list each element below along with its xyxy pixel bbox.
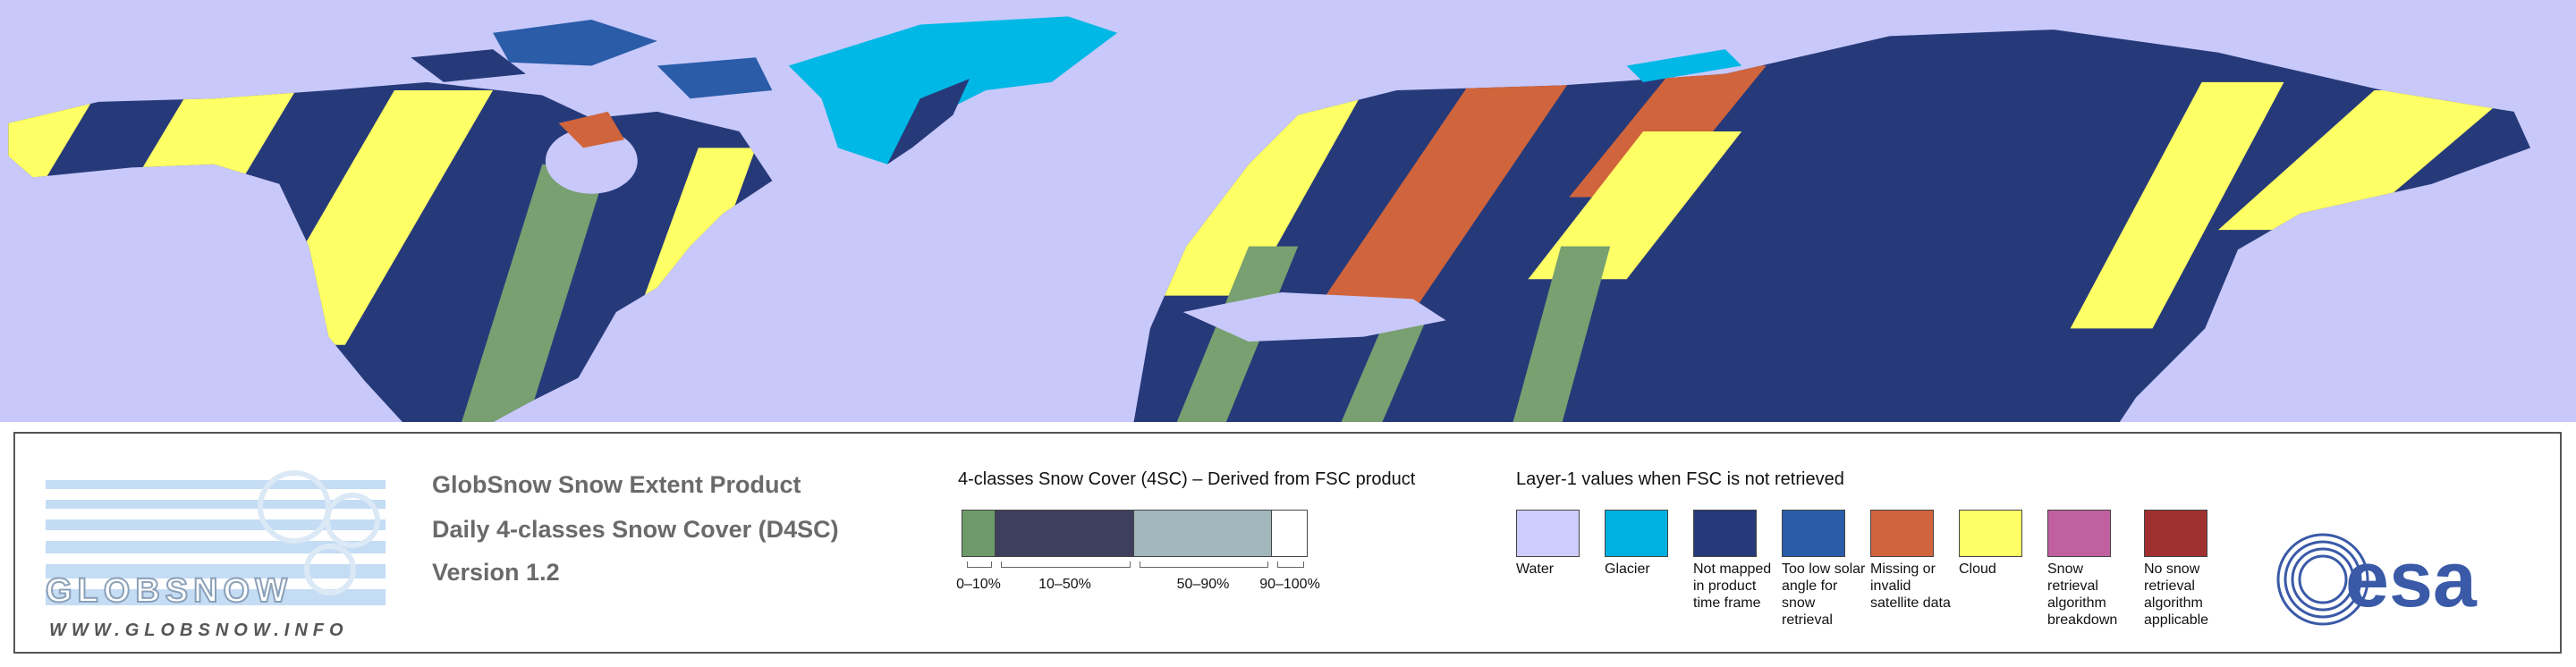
snow-class-label: 90–100% [1259,577,1320,592]
snow-class-label: 0–10% [956,577,1001,592]
layer1-legend-title: Layer-1 values when FSC is not retrieved [1516,469,1844,489]
snow-class-label: 50–90% [1176,577,1230,592]
snow-class-swatch [1134,510,1272,557]
snow-class-swatch [1272,510,1308,557]
layer1-label: Not mapped in product time frame [1693,561,1772,611]
layer1-swatch [1693,510,1757,557]
snow-class-label: 10–50% [1038,577,1091,592]
snow-class-bracket [1001,561,1131,568]
globsnow-logo: GLOBSNOW WWW.GLOBSNOW.INFO [45,470,386,640]
layer1-label: Too low solar angle for snow retrieval [1782,561,1866,628]
layer1-label: Cloud [1959,561,1996,577]
layer1-label: Glacier [1605,561,1650,577]
snow-class-bracket [967,561,992,568]
continents [8,16,2530,422]
layer1-label: Snow retrieval algorithm breakdown [2047,561,2118,628]
snow-map [0,0,2576,422]
snow-cover-legend-title: 4-classes Snow Cover (4SC) – Derived fro… [958,469,1416,489]
layer1-swatch [1605,510,1668,557]
snow-class-swatch [996,510,1134,557]
snow-class-bracket [1140,561,1268,568]
layer1-label: No snow retrieval algorithm applicable [2144,561,2209,628]
layer1-label: Water [1516,561,1555,577]
esa-wordmark: esa [2345,535,2478,623]
product-title: GlobSnow Snow Extent Product [432,471,801,498]
snow-class-bracket [1277,561,1304,568]
layer1-label: Missing or invalid satellite data [1870,561,1951,611]
snow-class-swatch [962,510,996,557]
layer1-swatch [2047,510,2111,557]
layer1-swatch [2144,510,2207,557]
legend-panel: GLOBSNOW WWW.GLOBSNOW.INFO GlobSnow Snow… [13,432,2562,654]
logo-wordmark: GLOBSNOW [46,572,292,610]
layer1-swatch [1516,510,1580,557]
logo-url: WWW.GLOBSNOW.INFO [49,621,349,640]
product-version: Version 1.2 [432,559,560,586]
layer1-swatch [1782,510,1845,557]
layer1-swatch [1959,510,2022,557]
esa-logo: esa [2276,533,2478,626]
layer1-swatch [1870,510,1934,557]
product-subtitle: Daily 4-classes Snow Cover (D4SC) [432,516,839,543]
